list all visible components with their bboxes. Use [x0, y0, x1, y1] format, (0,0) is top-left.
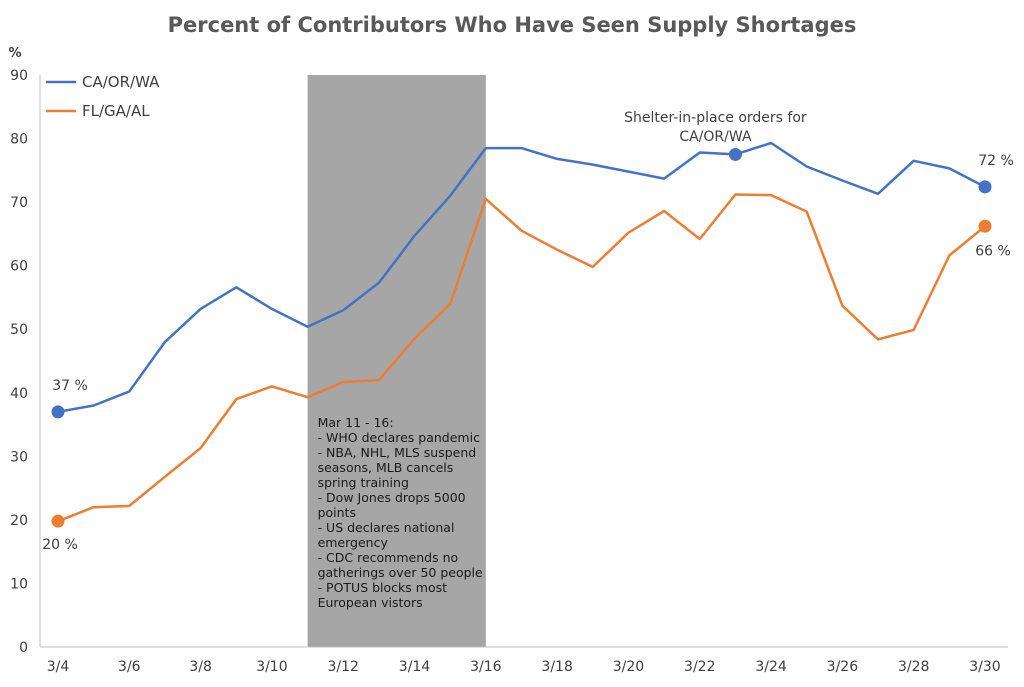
series-line-fl-ga-al	[57, 193, 986, 523]
shaded-note-line: gatherings over 50 people	[318, 565, 483, 580]
shaded-note-line: spring training	[318, 475, 409, 490]
x-tick-label: 3/28	[898, 659, 929, 675]
shaded-note-line: - US declares national	[318, 520, 455, 535]
shaded-note-line: emergency	[318, 535, 389, 550]
legend-label: CA/OR/WA	[82, 73, 160, 91]
y-tick-label: 0	[19, 640, 28, 656]
y-tick-label: 90	[10, 68, 28, 84]
data-point-marker	[978, 219, 992, 233]
shaded-note-line: - CDC recommends no	[318, 550, 459, 565]
shaded-note-line: - WHO declares pandemic	[318, 430, 481, 445]
text-layer: 37 % 20 % 72 % 66 % Shelter-in-place orders …	[42, 73, 1014, 610]
data-label: 20 %	[42, 537, 78, 553]
y-tick-label: 50	[10, 322, 28, 338]
shaded-note-line: seasons, MLB cancels	[318, 460, 454, 475]
y-axis-unit-label: %	[8, 46, 21, 61]
x-tick-label: 3/20	[613, 659, 644, 675]
x-tick-label: 3/12	[328, 659, 359, 675]
x-tick-label: 3/18	[541, 659, 572, 675]
axes-layer: 0 10 20 30 40 50 60 70 80 90 3/4 3/6 3/8 3/10 3/12 3/14…	[10, 68, 1008, 675]
x-tick-label: 3/26	[827, 659, 859, 675]
y-tick-label: 60	[10, 259, 28, 275]
data-point-marker	[51, 514, 65, 528]
y-tick-label: 30	[10, 449, 28, 465]
x-tick-label: 3/6	[118, 659, 141, 675]
series-line-ca-or-wa	[57, 141, 986, 414]
data-point-marker	[51, 405, 65, 419]
shaded-note-line: - Dow Jones drops 5000	[318, 490, 466, 505]
x-tick-label: 3/22	[684, 659, 715, 675]
x-tick-label: 3/8	[189, 659, 212, 675]
shaded-note-line: - POTUS blocks most	[318, 580, 448, 595]
y-tick-label: 20	[10, 513, 28, 529]
shaded-note-line: Mar 11 - 16:	[318, 415, 394, 430]
shaded-note-line: European vistors	[318, 595, 423, 610]
x-tick-label: 3/10	[256, 659, 287, 675]
marker-layer	[51, 147, 992, 528]
data-point-marker	[728, 147, 742, 161]
callout-text: Shelter-in-place orders for	[624, 110, 807, 126]
data-label: 66 %	[975, 243, 1011, 259]
x-tick-label: 3/14	[399, 659, 431, 675]
shaded-note-line: - NBA, NHL, MLS suspend	[318, 445, 477, 460]
y-tick-label: 40	[10, 386, 28, 402]
x-tick-label: 3/24	[755, 659, 787, 675]
x-tick-label: 3/16	[470, 659, 502, 675]
series-lines-layer	[57, 141, 986, 523]
y-tick-label: 10	[10, 576, 28, 592]
x-tick-label: 3/4	[47, 659, 70, 675]
legend-label: FL/GA/AL	[82, 102, 150, 120]
callout-text: CA/OR/WA	[679, 129, 752, 145]
y-tick-label: 70	[10, 195, 28, 211]
shaded-note-line: points	[318, 505, 356, 520]
y-tick-label: 80	[10, 132, 28, 148]
data-label: 37 %	[52, 378, 88, 394]
data-point-marker	[978, 180, 992, 194]
chart-title: Percent of Contributors Who Have Seen Su…	[168, 13, 857, 37]
x-tick-label: 3/30	[969, 659, 1000, 675]
data-label: 72 %	[978, 153, 1014, 169]
